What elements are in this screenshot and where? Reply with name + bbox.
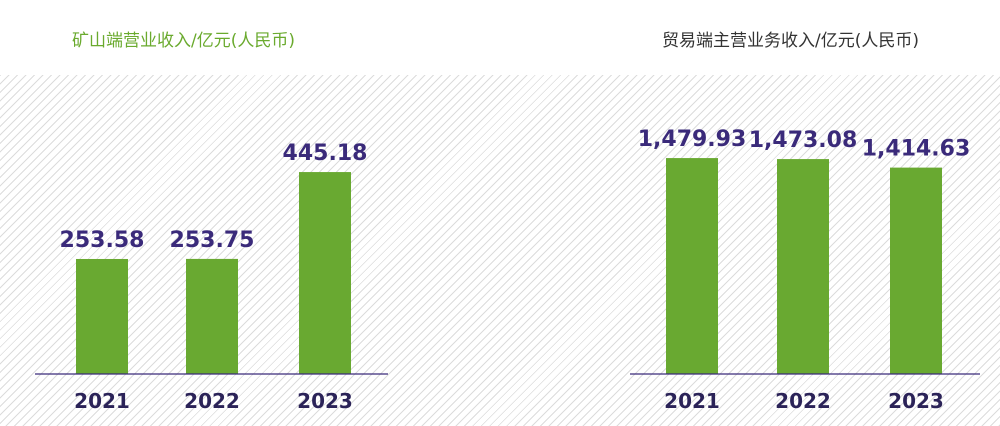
value-label-2023: 1,414.63 — [862, 137, 971, 162]
value-label-2021: 1,479.93 — [638, 127, 747, 152]
chart-title-trade: 贸易端主营业务收入/亿元(人民币) — [662, 31, 919, 51]
trade-revenue-chart: 1,479.93 2021 1,473.08 2022 1,414.63 2023 — [630, 127, 980, 413]
bar-2023 — [890, 167, 942, 374]
bar-2022 — [186, 258, 238, 374]
x-tick-label-2023: 2023 — [297, 389, 353, 413]
bar-2021 — [666, 158, 718, 374]
bar-2021 — [76, 258, 128, 374]
bar-2023 — [299, 172, 351, 374]
chart-title-mining: 矿山端营业收入/亿元(人民币) — [72, 31, 295, 51]
value-label-2023: 445.18 — [283, 141, 368, 166]
x-tick-label-2022: 2022 — [775, 389, 831, 413]
bar-2022 — [777, 159, 829, 374]
x-tick-label-2021: 2021 — [74, 389, 130, 413]
x-tick-label-2022: 2022 — [184, 389, 240, 413]
hatched-background — [0, 75, 1000, 426]
mining-revenue-chart: 253.58 2021 253.75 2022 445.18 2023 — [35, 141, 388, 413]
value-label-2021: 253.58 — [60, 228, 145, 253]
value-label-2022: 253.75 — [170, 228, 255, 253]
x-tick-label-2021: 2021 — [664, 389, 720, 413]
value-label-2022: 1,473.08 — [749, 128, 858, 153]
x-tick-label-2023: 2023 — [888, 389, 944, 413]
